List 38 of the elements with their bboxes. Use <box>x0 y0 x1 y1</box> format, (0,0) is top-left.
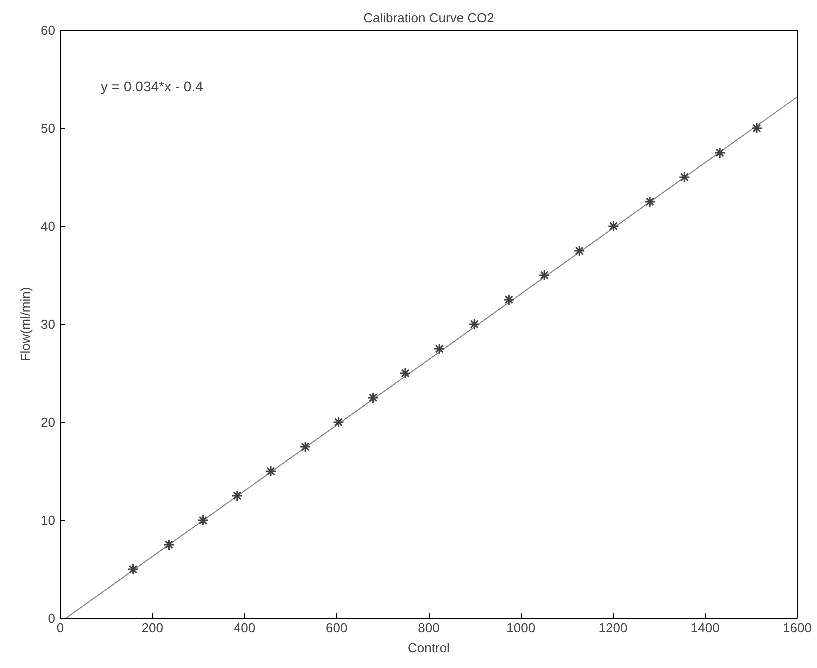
point <box>503 294 515 306</box>
x-tick-label: 1000 <box>506 620 536 636</box>
point <box>678 172 690 184</box>
x-tick-label: 1600 <box>783 620 812 636</box>
point <box>608 220 620 232</box>
point <box>400 368 412 380</box>
point <box>714 147 726 159</box>
point <box>468 318 480 330</box>
point <box>644 196 656 208</box>
point <box>332 416 344 428</box>
y-tick-label: 0 <box>48 611 56 626</box>
y-tick-label: 30 <box>41 317 56 332</box>
x-axis-title: Control <box>408 640 450 656</box>
x-tick-label: 1400 <box>690 620 720 636</box>
y-tick-label: 60 <box>41 23 56 38</box>
point <box>751 122 763 134</box>
annotation: y = 0.034*x - 0.4 <box>101 78 204 94</box>
y-tick-label: 10 <box>41 513 56 528</box>
x-tick-label: 200 <box>142 620 164 636</box>
y-axis-title: Flow(ml/min) <box>18 287 34 362</box>
point <box>198 514 210 526</box>
point <box>265 466 277 478</box>
y-tick-label: 40 <box>41 219 56 234</box>
point <box>163 539 175 551</box>
point <box>128 564 140 576</box>
x-tick-label: 800 <box>418 620 440 636</box>
x-tick-label: 1200 <box>598 620 628 636</box>
point <box>574 245 586 257</box>
point <box>232 490 244 502</box>
x-tick-label: 400 <box>234 620 256 636</box>
point <box>368 392 380 404</box>
x-tick-label: 600 <box>326 620 348 636</box>
point <box>434 343 446 355</box>
point <box>538 270 550 282</box>
y-tick-label: 50 <box>41 121 56 136</box>
y-tick-label: 20 <box>41 415 56 430</box>
point <box>300 441 312 453</box>
chart-title: Calibration Curve CO2 <box>364 10 494 26</box>
